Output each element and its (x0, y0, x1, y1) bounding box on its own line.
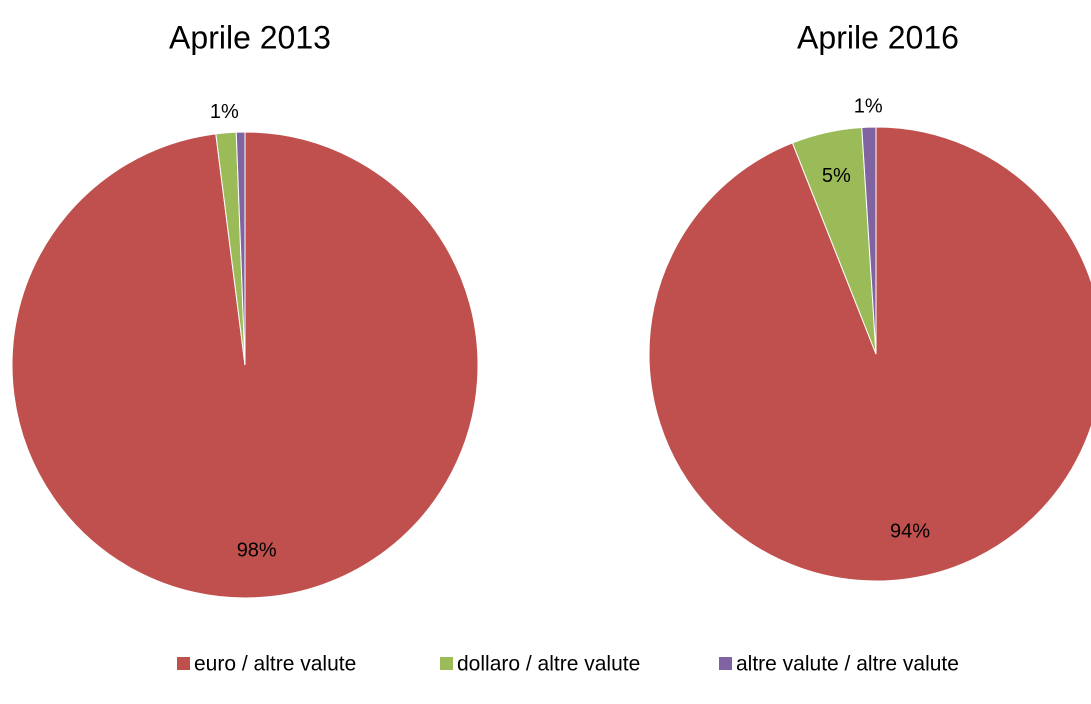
legend-swatch (177, 657, 190, 670)
chart-title: Aprile 2016 (797, 19, 959, 55)
data-label: 94% (890, 521, 930, 543)
data-label: 5% (822, 165, 851, 187)
data-label: 98% (237, 539, 277, 561)
data-label: 1% (854, 95, 883, 117)
chart-title: Aprile 2013 (169, 19, 331, 55)
legend-label: dollaro / altre valute (457, 653, 640, 676)
data-label: 1% (210, 101, 239, 123)
legend-label: altre valute / altre valute (736, 653, 959, 676)
pie-slice (235, 131, 246, 366)
legend-label: euro / altre valute (194, 653, 356, 676)
legend-swatch (719, 657, 732, 670)
pie-slice (861, 126, 877, 355)
legend-swatch (440, 657, 453, 670)
pie-slice (648, 126, 1091, 582)
